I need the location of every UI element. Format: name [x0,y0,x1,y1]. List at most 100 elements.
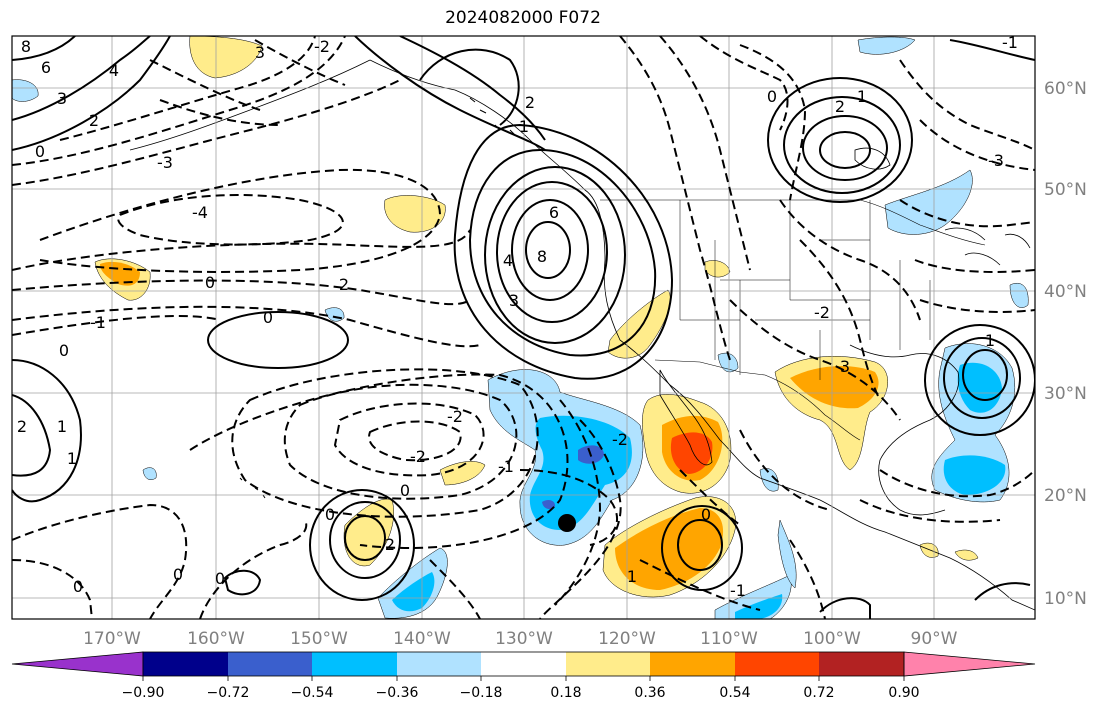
lat-label: 30°N [1044,384,1087,404]
lon-label: 90°W [911,629,958,649]
contour-w-edge2 [12,394,52,477]
map-frame [11,35,1036,620]
contour-label: -1 [730,581,746,600]
shade-yellow-nw [384,195,446,233]
contour-label: -2 [410,447,426,466]
east-dash-5 [779,199,921,321]
contour-label: 0 [325,505,335,524]
east-dash-14 [859,499,1001,523]
colorbar-segment [819,652,904,676]
low-band-6 [12,314,221,336]
map-plot-area: 8 6 4 3 2 1 0 0 0 0 0 0 0 0 0 0 -4 -2 -2… [12,33,1035,619]
contour-label: 0 [205,273,215,292]
colorbar-tick-label: −0.18 [460,685,503,701]
shade-blue-small3 [1009,282,1029,308]
contour-small-1 [223,569,262,596]
contour-top-3 [419,48,520,126]
low-curve-s3 [199,519,308,619]
colorbar: −0.90 −0.72 −0.54 −0.36 −0.18 0.18 0.36 … [11,651,1036,701]
contour-label: -4 [192,203,208,222]
nw-dash-2 [159,99,281,126]
contour-label: 0 [215,569,225,588]
contour-small-2 [819,597,871,619]
high-east-ring1 [962,349,1008,401]
state-borders [679,200,931,380]
shade-yellow-mid [439,461,486,486]
low-center-5 [189,373,569,549]
contour-label: 3 [509,291,519,310]
contour-label: 0 [173,565,183,584]
lon-label: 150°W [290,629,348,649]
contour-nw-1 [12,36,151,121]
shade-cyan-sw [392,572,435,612]
high-center-ring3 [496,181,608,323]
contour-label: 6 [549,203,559,222]
east-dash-8 [899,59,1035,151]
low-band-9 [59,36,316,141]
east-dash-6 [799,239,881,401]
contour-label: -1 [1002,33,1018,52]
lat-label: 20°N [1044,486,1087,506]
high-ne-ring2 [802,115,888,181]
country-border-us-canada [600,199,986,246]
shade-cyan-east [957,362,1002,413]
contour-label: 3 [57,89,67,108]
low-band-2 [39,168,442,273]
contour-label: 3 [255,43,265,62]
island-dots [239,97,516,499]
low-center-4 [231,368,539,518]
high-w-ring [207,311,349,369]
lat-label: 60°N [1044,79,1087,99]
lon-axis-labels: 170°W 160°W 150°W 140°W 130°W 120°W 110°… [83,629,958,649]
colorbar-segment [566,652,650,676]
contour-top-2 [399,36,546,141]
lon-label: 130°W [495,629,553,649]
shade-blue-small2 [717,352,739,373]
contour-label: 0 [701,505,711,524]
lon-label: 120°W [598,629,656,649]
contour-top-1 [354,36,546,151]
lat-axis-labels: 60°N 50°N 40°N 30°N 20°N 10°N [1044,79,1087,609]
contour-nw-3 [12,36,76,61]
colorbar-tick-label: 0.72 [803,685,834,701]
contour-label: -2 [447,407,463,426]
contour-labels: 8 6 4 3 2 1 0 0 0 0 0 0 0 0 0 0 -4 -2 -2… [17,33,1018,600]
colorbar-segment [312,652,397,676]
colorbar-segment [143,652,228,676]
shade-cyan-s [735,594,783,619]
contour-label: 0 [400,481,410,500]
colorbar-tick-label: −0.90 [122,685,165,701]
colorbar-extend-high [903,651,1036,677]
shade-orange-texas [790,366,879,409]
contour-label: 0 [35,142,45,161]
contour-label: -2 [314,37,330,56]
contour-label: 2 [89,111,99,130]
contour-label: 2 [385,535,395,554]
contour-label: -2 [814,303,830,322]
shade-yellow-ne [189,36,263,79]
high-ne-ring4 [767,77,913,203]
contour-label: 1 [857,87,867,106]
colorbar-extend-low [11,651,144,677]
east-dash-4 [739,44,807,201]
colorbar-segment [228,652,312,676]
contour-label: 2 [525,93,535,112]
low-curve-s1 [12,503,188,619]
contour-label: 0 [767,87,777,106]
shade-navy-2 [542,499,556,510]
shade-blue-farnw [12,79,39,102]
colorbar-tick-label: −0.72 [207,685,250,701]
shade-yellow-small3 [954,549,979,561]
lat-label: 10°N [1044,589,1087,609]
contour-label: 0 [59,341,69,360]
high-sw-ring3 [309,489,415,601]
colorbar-tick-label: 0.36 [634,685,665,701]
contour-w-edge1 [12,359,82,503]
shade-blue-ne [857,36,916,55]
east-dash-7 [729,299,901,421]
east-dash-1 [619,36,731,361]
shade-cyan-east2 [943,455,1006,495]
high-ne-ring1 [819,131,871,169]
low-curve-s5 [789,539,826,619]
